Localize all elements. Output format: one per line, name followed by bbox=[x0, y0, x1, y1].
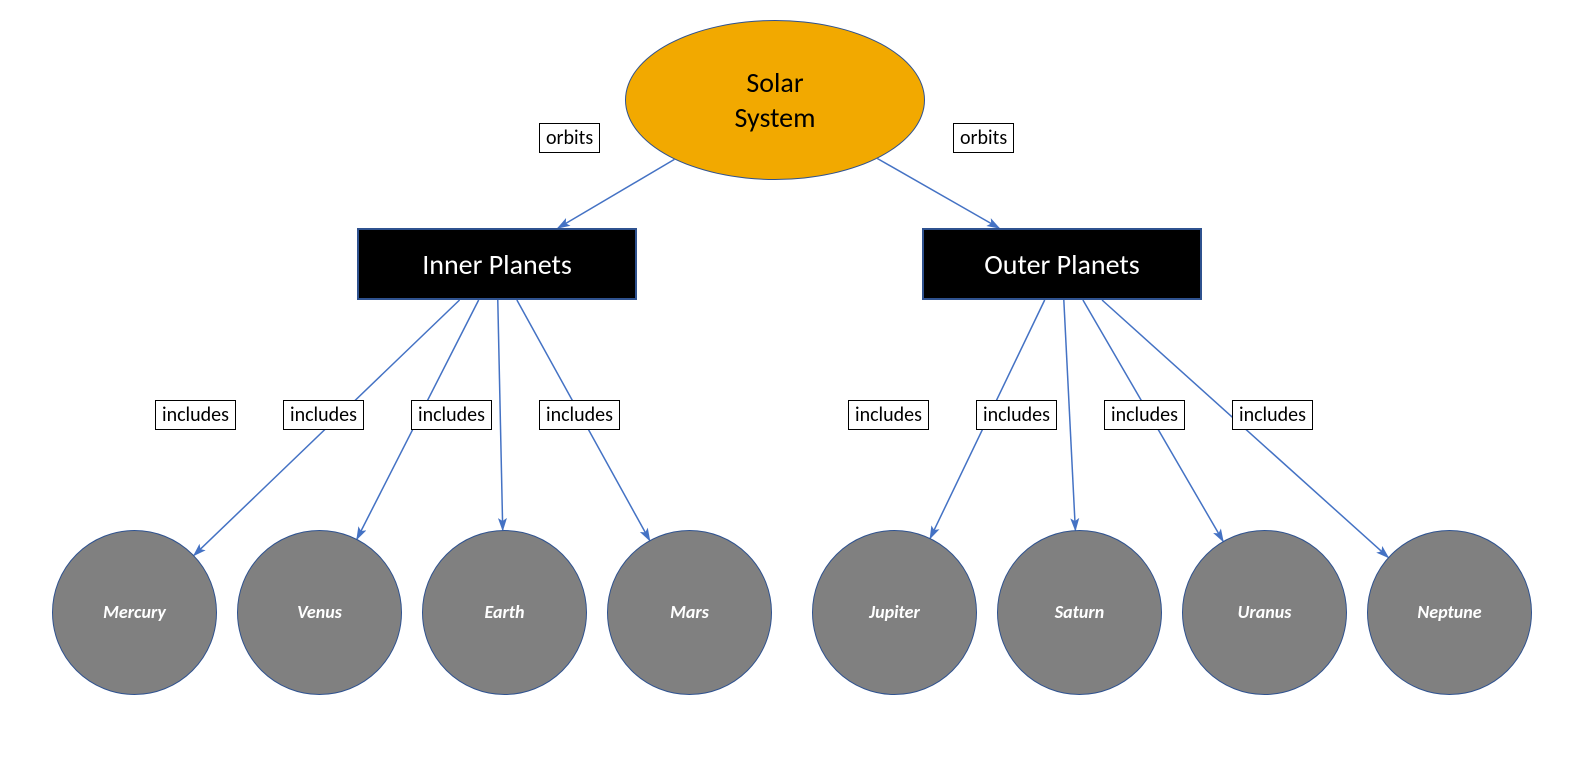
node-jupiter: Jupiter bbox=[812, 530, 977, 695]
edge-solar-system-to-outer-planets bbox=[877, 158, 999, 228]
edge-label: includes bbox=[1232, 400, 1313, 430]
edge-label: includes bbox=[848, 400, 929, 430]
edge-inner-planets-to-earth bbox=[498, 300, 503, 530]
node-label: Jupiter bbox=[869, 601, 920, 624]
edge-label: includes bbox=[283, 400, 364, 430]
edge-label: orbits bbox=[953, 123, 1014, 153]
edge-solar-system-to-inner-planets bbox=[558, 159, 674, 228]
node-label: Mars bbox=[670, 601, 709, 624]
node-saturn: Saturn bbox=[997, 530, 1162, 695]
node-label: Saturn bbox=[1055, 601, 1104, 624]
node-label: Solar System bbox=[735, 65, 816, 135]
node-mars: Mars bbox=[607, 530, 772, 695]
node-uranus: Uranus bbox=[1182, 530, 1347, 695]
node-label: Earth bbox=[484, 601, 524, 624]
edge-label: includes bbox=[155, 400, 236, 430]
node-solar-system: Solar System bbox=[625, 20, 925, 180]
edge-label: orbits bbox=[539, 123, 600, 153]
edge-label: includes bbox=[976, 400, 1057, 430]
node-neptune: Neptune bbox=[1367, 530, 1532, 695]
edge-outer-planets-to-saturn bbox=[1064, 300, 1076, 530]
edge-label: includes bbox=[411, 400, 492, 430]
node-mercury: Mercury bbox=[52, 530, 217, 695]
edge-label: includes bbox=[1104, 400, 1185, 430]
node-inner-planets: Inner Planets bbox=[357, 228, 637, 300]
node-outer-planets: Outer Planets bbox=[922, 228, 1202, 300]
edge-label: includes bbox=[539, 400, 620, 430]
node-label: Uranus bbox=[1238, 601, 1292, 624]
node-label: Venus bbox=[297, 601, 342, 624]
node-venus: Venus bbox=[237, 530, 402, 695]
node-earth: Earth bbox=[422, 530, 587, 695]
node-label: Inner Planets bbox=[422, 247, 572, 282]
node-label: Mercury bbox=[103, 601, 166, 624]
node-label: Neptune bbox=[1417, 601, 1481, 624]
node-label: Outer Planets bbox=[984, 247, 1139, 282]
